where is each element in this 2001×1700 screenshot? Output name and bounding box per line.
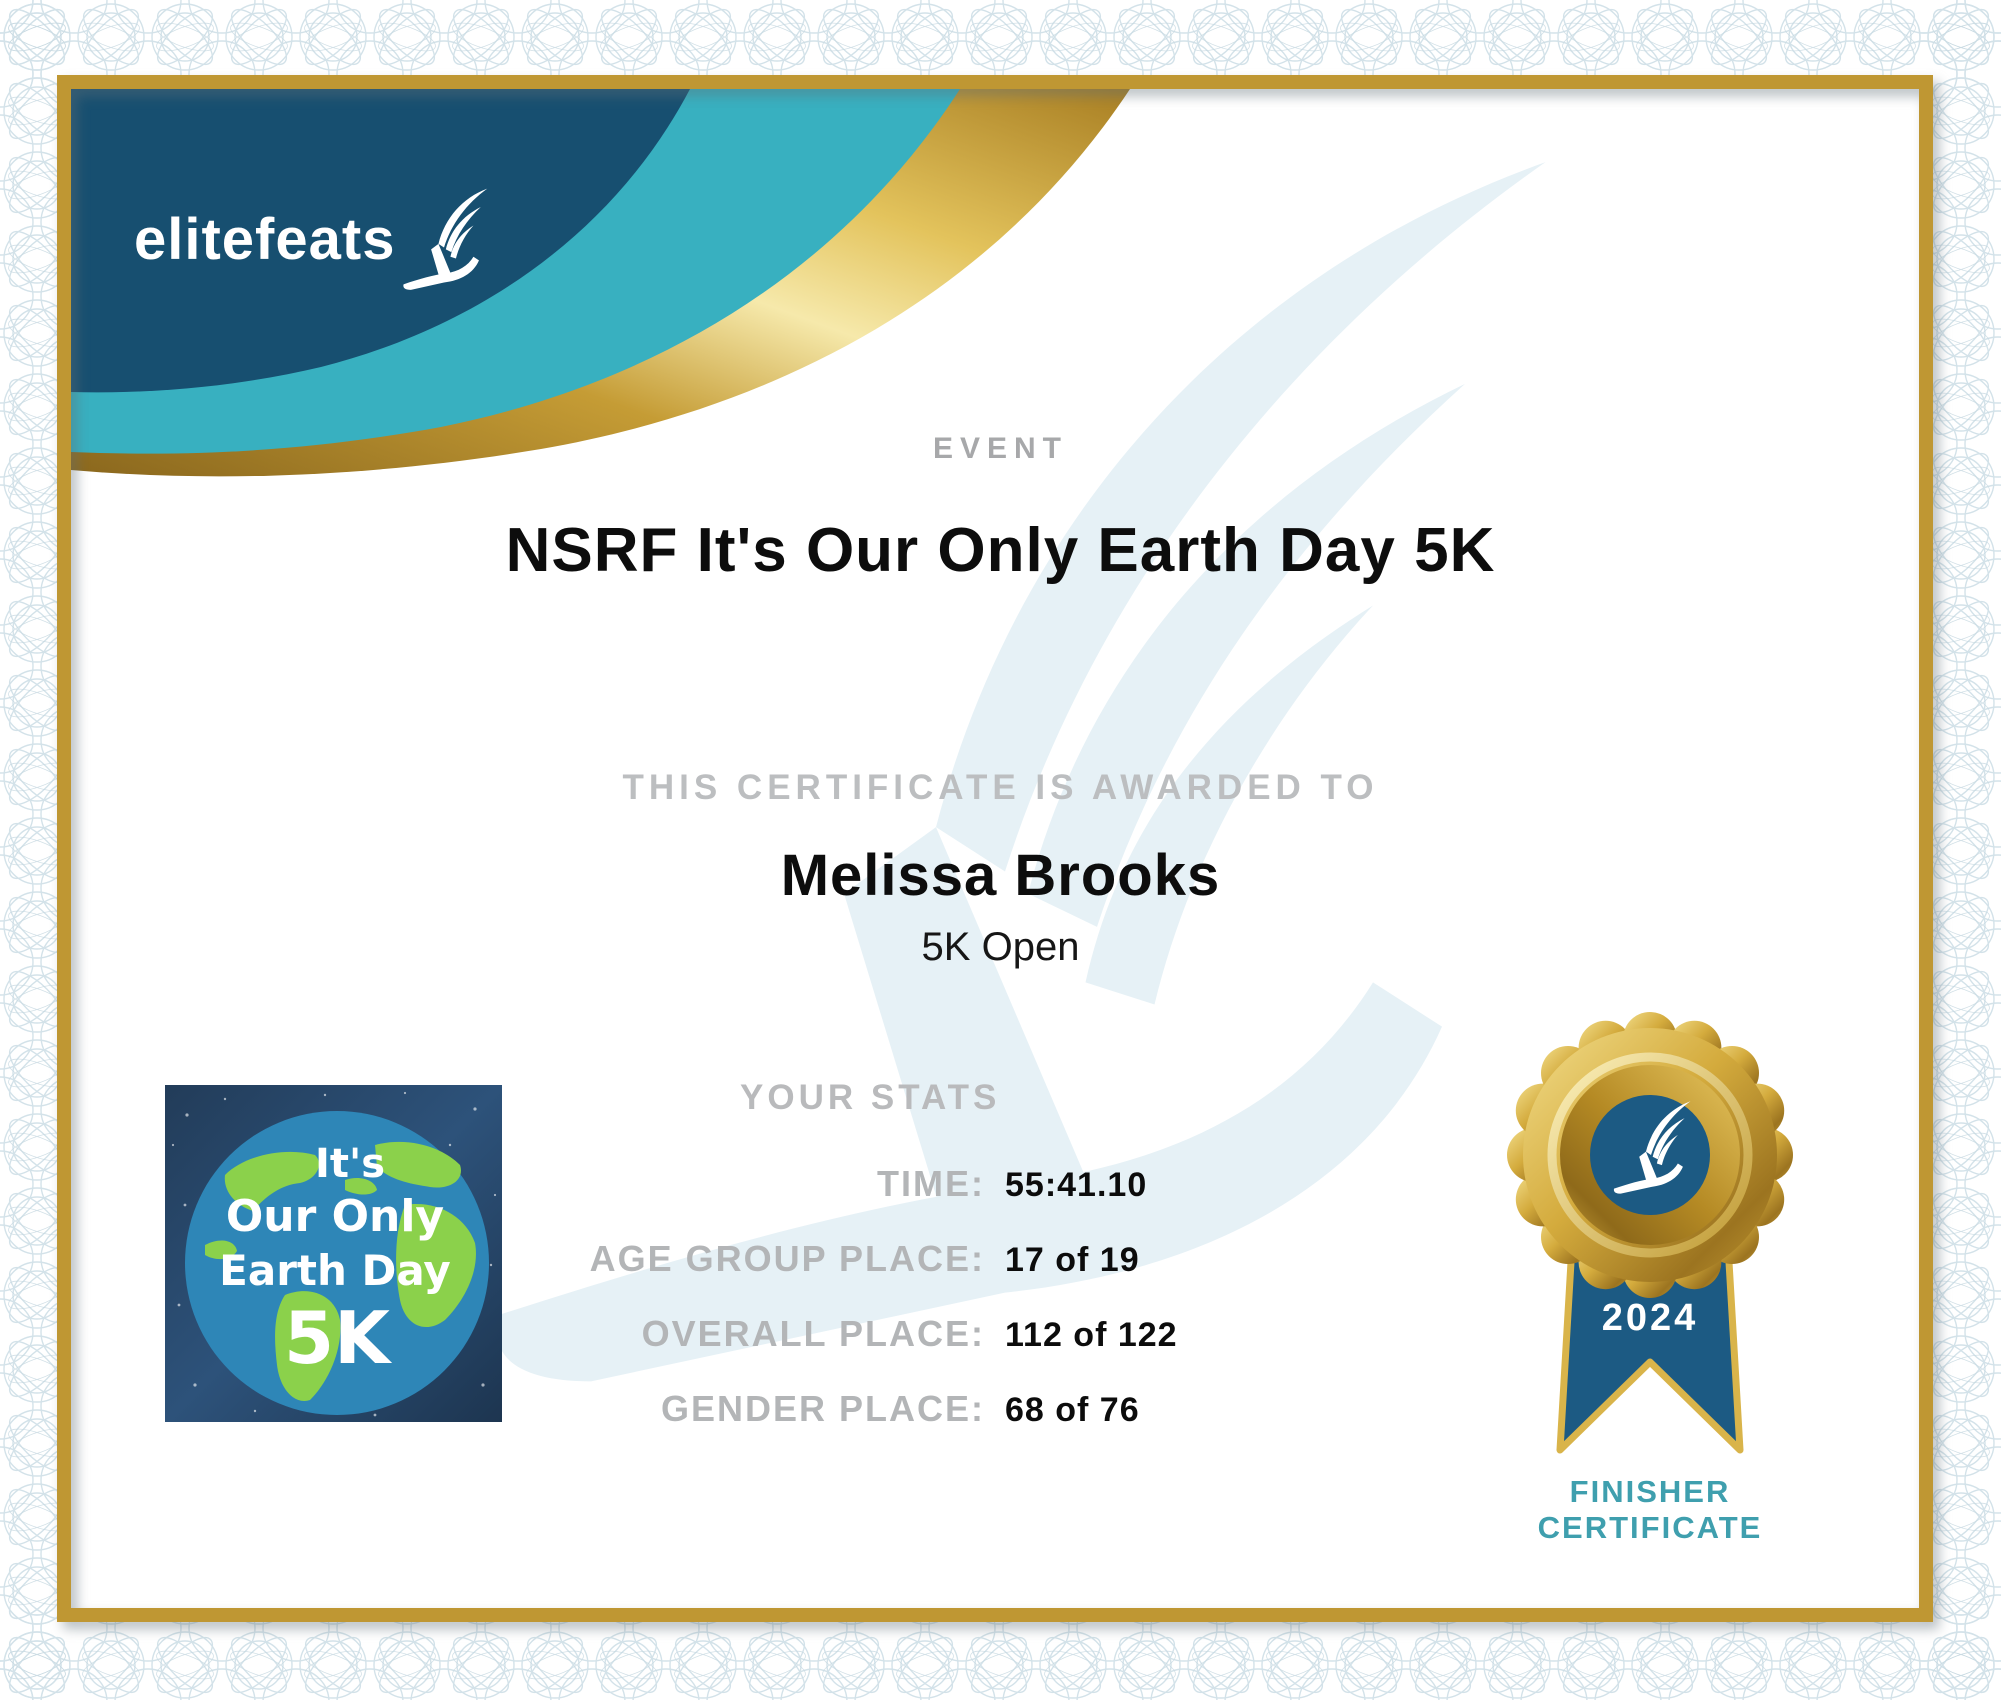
stats-list: TIME: 55:41.10 AGE GROUP PLACE: 17 of 19… [430,1163,1230,1463]
brand-wordmark: elitefeats [134,207,396,272]
stat-row-overall-place: OVERALL PLACE: 112 of 122 [430,1313,1230,1388]
award-statement: THIS CERTIFICATE IS AWARDED TO [622,768,1379,807]
stat-label: TIME: [877,1163,985,1204]
header-curves [71,89,1130,477]
stat-value: 112 of 122 [1005,1316,1178,1354]
event-logo-line: It's [315,1141,385,1187]
event-logo-line: Earth Day [219,1246,451,1295]
stat-value: 68 of 76 [1005,1391,1140,1429]
event-kicker: EVENT [932,432,1069,465]
stat-value: 17 of 19 [1005,1241,1140,1279]
stat-label: AGE GROUP PLACE: [589,1238,985,1279]
badge-caption-line1: FINISHER [1569,1474,1731,1509]
stat-label: GENDER PLACE: [660,1388,985,1429]
stat-value: 55:41.10 [1005,1166,1148,1204]
stat-row-age-group-place: AGE GROUP PLACE: 17 of 19 [430,1238,1230,1313]
stat-label: OVERALL PLACE: [641,1313,985,1354]
badge-ribbon: 2024 [1556,1241,1744,1454]
event-logo-image: It's Our Only Earth Day 5K [165,1085,502,1422]
event-logo-line: Our Only [226,1191,444,1242]
recipient-name: Melissa Brooks [780,843,1221,908]
stats-heading: YOUR STATS [740,1078,1001,1117]
gold-frame [57,75,1933,1622]
finisher-medal-badge: 2024 [1507,1012,1793,1454]
stat-row-gender-place: GENDER PLACE: 68 of 76 [430,1388,1230,1463]
badge-year: 2024 [1602,1297,1699,1339]
brand-logo: elitefeats [134,206,395,273]
event-title: NSRF It's Our Only Earth Day 5K [505,516,1496,585]
division-label: 5K Open [921,925,1080,969]
badge-caption-line2: CERTIFICATE [1537,1510,1763,1545]
stat-row-time: TIME: 55:41.10 [430,1163,1230,1238]
badge-rosette [1507,1012,1793,1298]
event-logo-line: 5K [284,1296,392,1380]
